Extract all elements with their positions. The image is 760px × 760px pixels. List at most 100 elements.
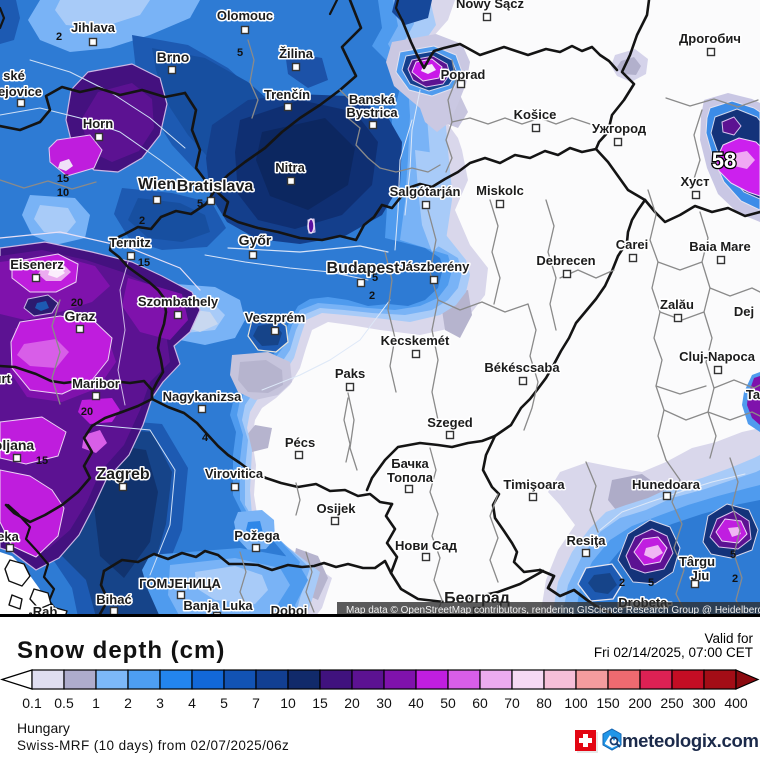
svg-text:Rab: Rab <box>33 604 58 617</box>
svg-text:Salgótarján: Salgótarján <box>390 184 461 199</box>
svg-text:Horn: Horn <box>83 116 113 131</box>
svg-text:5: 5 <box>197 198 203 210</box>
svg-text:Paks: Paks <box>335 366 365 381</box>
svg-text:Banja Luka: Banja Luka <box>183 598 253 613</box>
svg-text:Map data © OpenStreetMap contr: Map data © OpenStreetMap contributors, r… <box>346 605 760 616</box>
svg-text:Virovitica: Virovitica <box>205 466 264 481</box>
svg-text:0.5: 0.5 <box>54 695 74 711</box>
svg-text:Békéscsaba: Békéscsaba <box>484 360 560 375</box>
svg-text:Snow depth (cm): Snow depth (cm) <box>17 637 225 664</box>
svg-text:30: 30 <box>376 695 392 711</box>
svg-text:Dej: Dej <box>734 304 754 319</box>
svg-text:oljana: oljana <box>0 437 34 453</box>
svg-text:Bratislava: Bratislava <box>177 178 254 195</box>
svg-text:15: 15 <box>57 173 69 185</box>
svg-text:Hungary: Hungary <box>17 720 70 736</box>
svg-text:Târgu: Târgu <box>679 554 715 569</box>
svg-text:80: 80 <box>536 695 552 711</box>
svg-text:100: 100 <box>564 695 588 711</box>
svg-text:400: 400 <box>724 695 748 711</box>
svg-text:Cluj-Napoca: Cluj-Napoca <box>679 349 756 364</box>
svg-text:300: 300 <box>692 695 716 711</box>
svg-text:70: 70 <box>504 695 520 711</box>
svg-text:3: 3 <box>156 695 164 711</box>
svg-text:Jihlava: Jihlava <box>71 20 116 35</box>
svg-text:250: 250 <box>660 695 684 711</box>
svg-text:Timişoara: Timişoara <box>503 477 565 492</box>
svg-text:Valid for: Valid for <box>704 631 753 646</box>
svg-text:4: 4 <box>202 432 209 444</box>
svg-text:20: 20 <box>71 297 83 309</box>
svg-text:Ternitz: Ternitz <box>109 235 151 250</box>
svg-text:2: 2 <box>124 695 132 711</box>
svg-text:Miskolc: Miskolc <box>476 183 524 198</box>
svg-text:Trenčín: Trenčín <box>264 87 310 102</box>
svg-text:5: 5 <box>648 577 654 589</box>
svg-text:Szombathely: Szombathely <box>138 294 219 309</box>
svg-text:Debrecen: Debrecen <box>536 253 595 268</box>
svg-text:Baia Mare: Baia Mare <box>689 239 750 254</box>
svg-text:Swiss-MRF (10 days) from 02/07: Swiss-MRF (10 days) from 02/07/2025/06z <box>17 738 289 753</box>
svg-text:1: 1 <box>92 695 100 711</box>
svg-text:Pécs: Pécs <box>285 435 315 450</box>
svg-text:Győr: Győr <box>239 232 272 248</box>
svg-text:furt: furt <box>0 371 11 386</box>
svg-text:5: 5 <box>220 695 228 711</box>
svg-text:meteologix.com: meteologix.com <box>622 730 759 751</box>
svg-text:Poprad: Poprad <box>441 67 486 82</box>
svg-text:Maribor: Maribor <box>72 376 120 391</box>
svg-text:2: 2 <box>732 573 738 585</box>
svg-text:Veszprém: Veszprém <box>245 310 306 325</box>
svg-text:58: 58 <box>712 148 736 173</box>
svg-text:5: 5 <box>730 549 736 561</box>
svg-text:Bystrica: Bystrica <box>346 105 398 120</box>
svg-text:2: 2 <box>619 577 625 589</box>
svg-text:0.1: 0.1 <box>22 695 42 711</box>
svg-text:2: 2 <box>369 290 375 302</box>
svg-text:Zalău: Zalău <box>660 297 694 312</box>
svg-text:15: 15 <box>312 695 328 711</box>
svg-text:7: 7 <box>252 695 260 711</box>
svg-text:200: 200 <box>628 695 652 711</box>
svg-text:Hunedoara: Hunedoara <box>632 477 701 492</box>
svg-text:Хуст: Хуст <box>680 174 709 189</box>
svg-text:Nowy Sącz: Nowy Sącz <box>456 0 524 11</box>
svg-text:10: 10 <box>280 695 296 711</box>
svg-text:Нови Сад: Нови Сад <box>395 538 458 553</box>
svg-text:Ужгород: Ужгород <box>592 121 647 136</box>
svg-text:ГОМЈЕНИЦА: ГОМЈЕНИЦА <box>139 576 221 591</box>
svg-text:Resiţa: Resiţa <box>566 533 606 548</box>
svg-text:2: 2 <box>139 215 145 227</box>
svg-text:Топола: Топола <box>387 470 434 485</box>
svg-text:Jászberény: Jászberény <box>399 259 471 274</box>
svg-text:Košice: Košice <box>514 107 557 122</box>
svg-text:Eisenerz: Eisenerz <box>10 257 64 272</box>
svg-text:20: 20 <box>344 695 360 711</box>
svg-text:Osijek: Osijek <box>316 501 356 516</box>
svg-text:10: 10 <box>57 187 69 199</box>
svg-text:Brno: Brno <box>157 49 190 65</box>
svg-text:Carei: Carei <box>616 237 649 252</box>
svg-text:Ta: Ta <box>746 387 760 402</box>
svg-text:15: 15 <box>36 455 48 467</box>
svg-text:4: 4 <box>188 695 196 711</box>
svg-text:5: 5 <box>237 47 243 59</box>
svg-text:Kecskemét: Kecskemét <box>381 333 450 348</box>
svg-text:ejovice: ejovice <box>0 84 42 99</box>
svg-text:150: 150 <box>596 695 620 711</box>
svg-text:Banská: Banská <box>349 92 396 107</box>
svg-text:Graz: Graz <box>64 308 95 324</box>
svg-text:2: 2 <box>56 31 62 43</box>
svg-text:Бачка: Бачка <box>391 456 429 471</box>
svg-text:Olomouc: Olomouc <box>217 8 273 23</box>
svg-text:Fri 02/14/2025, 07:00 CET: Fri 02/14/2025, 07:00 CET <box>594 645 753 660</box>
svg-text:50: 50 <box>440 695 456 711</box>
svg-text:Bihać: Bihać <box>96 592 131 607</box>
svg-text:Wien: Wien <box>138 176 176 193</box>
svg-text:5: 5 <box>372 272 378 284</box>
svg-text:20: 20 <box>81 406 93 418</box>
svg-text:Zagreb: Zagreb <box>96 466 150 483</box>
svg-text:Nitra: Nitra <box>275 160 305 175</box>
svg-text:Дрогобич: Дрогобич <box>679 31 741 46</box>
svg-text:Doboj: Doboj <box>271 603 308 617</box>
